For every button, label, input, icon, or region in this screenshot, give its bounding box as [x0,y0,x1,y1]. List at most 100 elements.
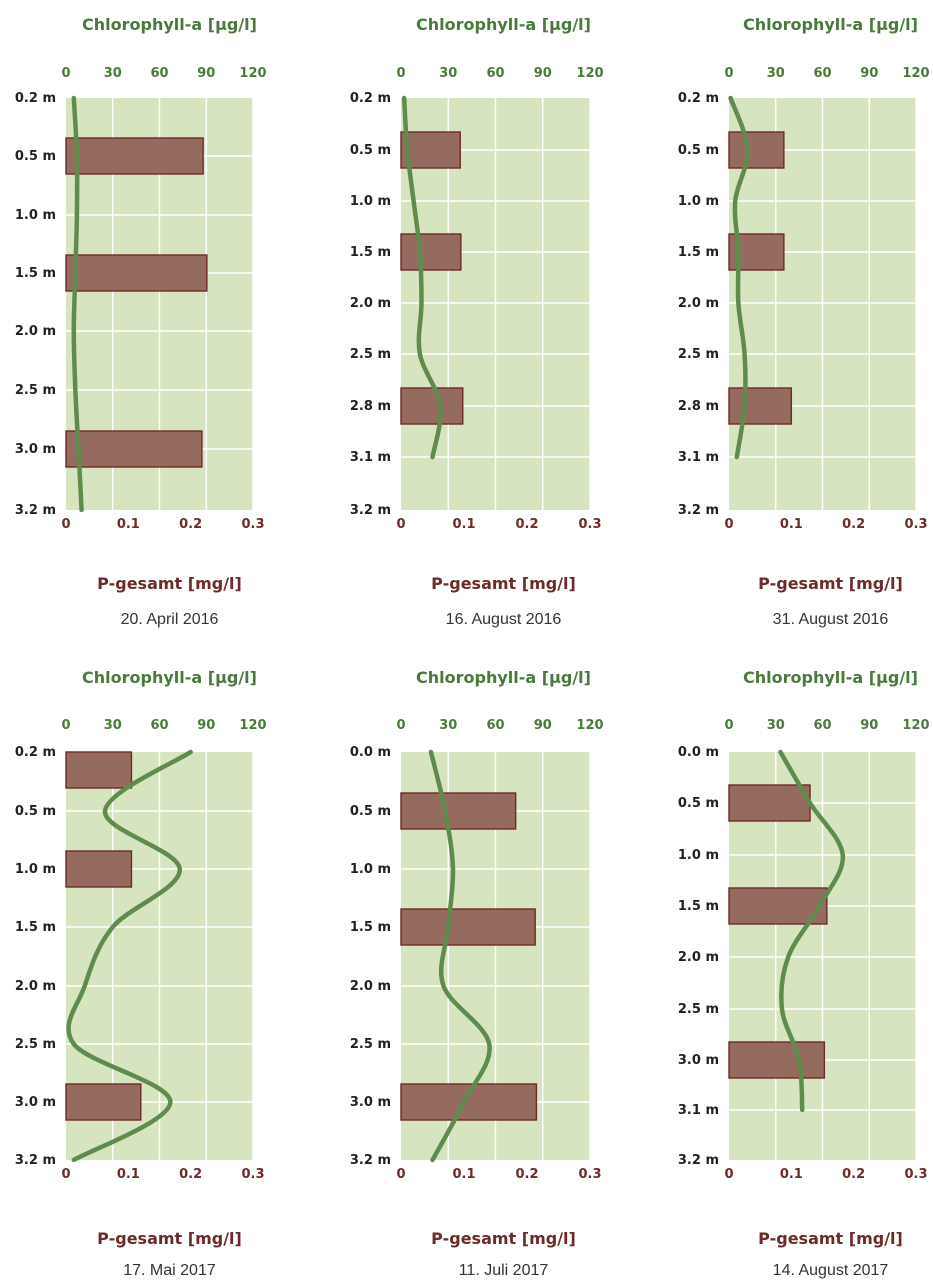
panel-1: 0 30 60 90 120 0.2 m 0.5 m 1.0 m 1.5 m 2.0 m 2.5 m… [15,15,267,628]
depth-label: 3.1 m [350,450,391,465]
depth-label: 0.0 m [678,745,719,760]
top-tick-label: 30 [767,718,785,733]
depth-label: 2.0 m [15,979,56,994]
bottom-tick-label: 0.2 [515,1167,538,1182]
top-tick-label: 30 [104,718,122,733]
depth-label: 0.5 m [678,143,719,158]
depth-label: 2.8 m [678,399,719,414]
top-tick-label: 0 [61,718,70,733]
depth-label: 3.2 m [350,1153,391,1168]
depth-label: 0.0 m [350,745,391,760]
bottom-tick-label: 0.3 [904,517,927,532]
bottom-tick-label: 0.2 [842,1167,865,1182]
depth-label: 0.5 m [350,804,391,819]
top-tick-label: 120 [902,718,929,733]
p-bar [65,137,204,175]
chlorophyll-axis-title: Chlorophyll-a [µg/l] [416,668,591,687]
top-tick-label: 60 [813,718,831,733]
depth-label: 1.5 m [350,245,391,260]
bottom-tick-label: 0.1 [452,1167,475,1182]
p-axis-title: P-gesamt [mg/l] [758,574,903,593]
depth-label: 0.5 m [678,796,719,811]
p-bar [65,430,203,468]
p-bar [400,131,461,169]
p-bar [400,387,464,425]
chlorophyll-line [428,749,492,1163]
chlorophyll-line [71,95,84,513]
depth-label: 1.0 m [15,208,56,223]
depth-label: 2.0 m [15,324,56,339]
depth-label: 0.2 m [678,91,719,106]
bottom-tick-label: 0.1 [452,517,475,532]
depth-label: 0.2 m [15,745,56,760]
p-axis-title: P-gesamt [mg/l] [431,1229,576,1248]
top-tick-label: 90 [534,66,552,81]
p-axis-title: P-gesamt [mg/l] [431,574,576,593]
depth-label: 1.0 m [350,194,391,209]
p-bar [400,908,536,946]
depth-label: 3.0 m [15,1095,56,1110]
top-tick-label: 0 [396,718,405,733]
bottom-tick-label: 0 [396,1167,405,1182]
top-tick-label: 90 [534,718,552,733]
depth-label: 0.5 m [15,804,56,819]
top-tick-label: 90 [860,66,878,81]
panel-4: 0 30 60 90 120 0.2 m 0.5 m 1.0 m 1.5 m 2.0 m 2.5 m… [15,668,267,1279]
depth-label: 1.5 m [678,245,719,260]
p-bar [728,1041,826,1079]
depth-label: 3.0 m [15,442,56,457]
depth-label: 1.5 m [15,266,56,281]
depth-label: 2.0 m [350,979,391,994]
top-tick-label: 30 [439,66,457,81]
p-axis-title: P-gesamt [mg/l] [758,1229,903,1248]
p-axis-title: P-gesamt [mg/l] [97,1229,242,1248]
bottom-tick-label: 0 [396,517,405,532]
bottom-tick-label: 0.2 [179,517,202,532]
depth-label: 2.5 m [15,1037,56,1052]
top-tick-label: 60 [150,66,168,81]
p-bar [65,1083,142,1121]
depth-label: 2.5 m [15,383,56,398]
depth-label: 3.2 m [678,503,719,518]
depth-label: 3.2 m [15,1153,56,1168]
chlorophyll-line [401,95,443,460]
depth-label: 2.5 m [678,1002,719,1017]
date-label: 31. August 2016 [773,611,889,628]
depth-label: 0.2 m [350,91,391,106]
top-tick-label: 120 [239,66,266,81]
bottom-tick-label: 0 [61,1167,70,1182]
top-tick-label: 120 [239,718,266,733]
top-tick-label: 90 [860,718,878,733]
date-label: 16. August 2016 [446,611,562,628]
bottom-tick-label: 0.3 [578,1167,601,1182]
chlorophyll-line [778,749,846,1113]
chlorophyll-axis-title: Chlorophyll-a [µg/l] [743,15,918,34]
top-tick-label: 60 [813,66,831,81]
depth-label: 3.1 m [678,450,719,465]
bottom-tick-label: 0.1 [117,517,140,532]
depth-label: 0.5 m [15,149,56,164]
chlorophyll-line [66,749,193,1163]
depth-label: 3.2 m [678,1153,719,1168]
chlorophyll-axis-title: Chlorophyll-a [µg/l] [743,668,918,687]
depth-label: 1.5 m [15,920,56,935]
top-tick-label: 0 [61,66,70,81]
date-label: 14. August 2017 [773,1262,889,1279]
depth-label: 1.5 m [350,920,391,935]
bottom-tick-label: 0.3 [904,1167,927,1182]
p-bar [728,887,828,925]
date-label: 20. April 2016 [121,611,219,628]
top-tick-label: 120 [902,66,929,81]
top-tick-label: 30 [439,718,457,733]
panel-2: 0 30 60 90 120 0.2 m 0.5 m 1.0 m 1.5 m 2.0 m 2.5 m… [350,15,604,628]
bottom-tick-label: 0.1 [117,1167,140,1182]
date-label: 17. Mai 2017 [123,1262,216,1279]
p-bar [65,850,133,888]
depth-label: 1.0 m [678,194,719,209]
depth-label: 2.0 m [678,296,719,311]
depth-label: 3.0 m [350,1095,391,1110]
p-axis-title: P-gesamt [mg/l] [97,574,242,593]
p-bar [400,792,517,830]
top-tick-label: 0 [724,718,733,733]
depth-label: 0.5 m [350,143,391,158]
